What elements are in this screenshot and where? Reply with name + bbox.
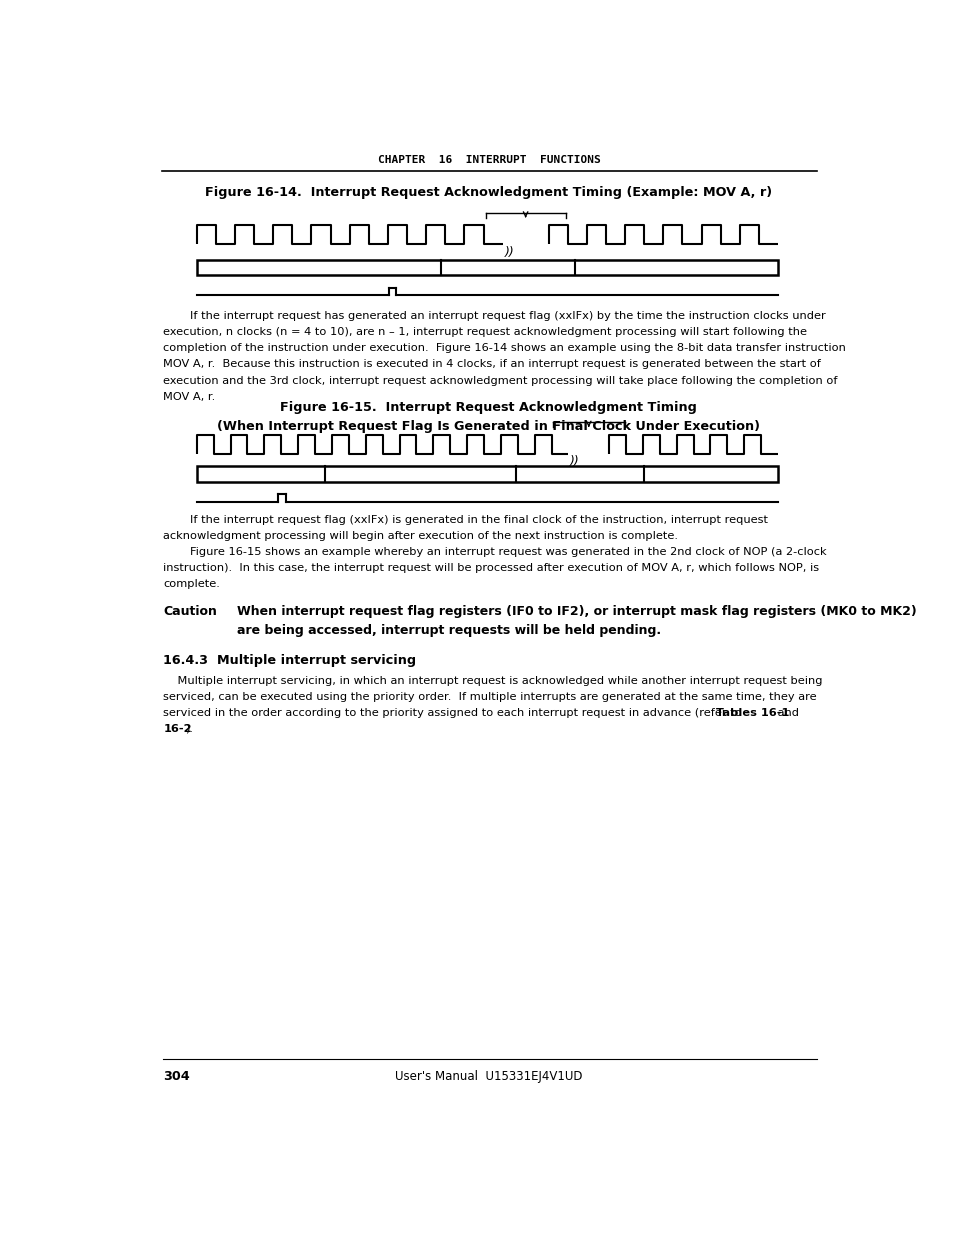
Text: completion of the instruction under execution.  Figure 16-14 shows an example us: completion of the instruction under exec… <box>163 343 845 353</box>
Text: and: and <box>773 708 798 718</box>
Text: 16-2: 16-2 <box>163 724 192 734</box>
Text: 304: 304 <box>163 1070 190 1083</box>
Text: (When Interrupt Request Flag Is Generated in Final Clock Under Execution): (When Interrupt Request Flag Is Generate… <box>217 420 760 432</box>
Text: ).: ). <box>185 724 193 734</box>
Text: acknowledgment processing will begin after execution of the next instruction is : acknowledgment processing will begin aft… <box>163 531 678 541</box>
Text: CHAPTER  16  INTERRUPT  FUNCTIONS: CHAPTER 16 INTERRUPT FUNCTIONS <box>377 156 599 165</box>
Text: Figure 16-15.  Interrupt Request Acknowledgment Timing: Figure 16-15. Interrupt Request Acknowle… <box>280 401 697 414</box>
Text: Figure 16-14.  Interrupt Request Acknowledgment Timing (Example: MOV A, r): Figure 16-14. Interrupt Request Acknowle… <box>205 185 772 199</box>
Text: When interrupt request flag registers (IF0 to IF2), or interrupt mask flag regis: When interrupt request flag registers (I… <box>236 605 916 618</box>
Text: are being accessed, interrupt requests will be held pending.: are being accessed, interrupt requests w… <box>236 625 660 637</box>
Text: complete.: complete. <box>163 579 220 589</box>
Text: User's Manual  U15331EJ4V1UD: User's Manual U15331EJ4V1UD <box>395 1070 582 1083</box>
Bar <box>196 259 778 275</box>
Text: serviced, can be executed using the priority order.  If multiple interrupts are : serviced, can be executed using the prio… <box>163 692 816 701</box>
Text: 16.4.3  Multiple interrupt servicing: 16.4.3 Multiple interrupt servicing <box>163 655 416 667</box>
Text: Caution: Caution <box>163 605 217 618</box>
Text: If the interrupt request has generated an interrupt request flag (xxIFx) by the : If the interrupt request has generated a… <box>190 311 824 321</box>
Text: MOV A, r.  Because this instruction is executed in 4 clocks, if an interrupt req: MOV A, r. Because this instruction is ex… <box>163 359 821 369</box>
Text: If the interrupt request flag (xxIFx) is generated in the final clock of the ins: If the interrupt request flag (xxIFx) is… <box>190 515 767 525</box>
Text: instruction).  In this case, the interrupt request will be processed after execu: instruction). In this case, the interrup… <box>163 563 819 573</box>
Text: execution, n clocks (n = 4 to 10), are n – 1, interrupt request acknowledgment p: execution, n clocks (n = 4 to 10), are n… <box>163 327 806 337</box>
Text: MOV A, r.: MOV A, r. <box>163 391 215 401</box>
Text: Tables 16-1: Tables 16-1 <box>715 708 788 718</box>
Text: Multiple interrupt servicing, in which an interrupt request is acknowledged whil: Multiple interrupt servicing, in which a… <box>163 676 822 685</box>
Text: serviced in the order according to the priority assigned to each interrupt reque: serviced in the order according to the p… <box>163 708 745 718</box>
Text: )): )) <box>504 246 515 259</box>
Text: Figure 16-15 shows an example whereby an interrupt request was generated in the : Figure 16-15 shows an example whereby an… <box>190 547 825 557</box>
Text: execution and the 3rd clock, interrupt request acknowledgment processing will ta: execution and the 3rd clock, interrupt r… <box>163 375 837 385</box>
Text: )): )) <box>570 456 579 468</box>
Bar <box>196 466 778 482</box>
